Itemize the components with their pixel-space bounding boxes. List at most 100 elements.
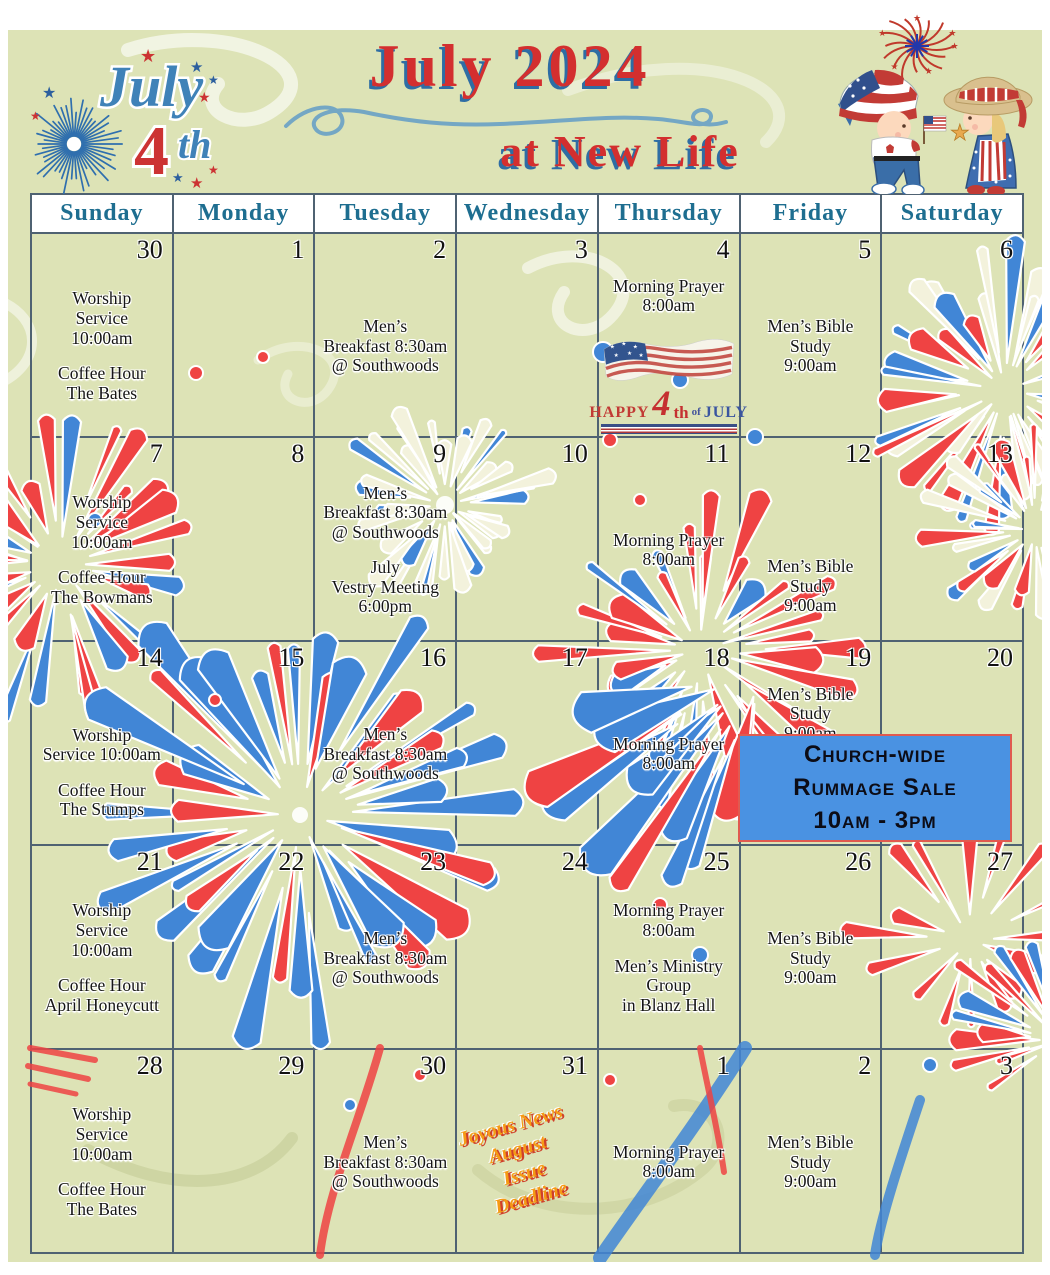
event-text: Coffee Hour The Stumps: [58, 779, 146, 820]
cell-events: [882, 469, 1022, 640]
svg-text:★: ★: [638, 352, 643, 359]
cell-events: Men’s Bible Study 9:00am: [741, 877, 881, 1048]
svg-text:★: ★: [632, 343, 637, 350]
cell-events: Morning Prayer 8:00am: [599, 673, 739, 844]
day-header-monday: Monday: [172, 194, 315, 233]
event-text: Men’s Breakfast 8:30am @ Southwoods: [323, 927, 448, 988]
cell-events: Morning Prayer 8:00am Men’s Ministry Group i…: [599, 877, 739, 1048]
rummage-sale-banner: Church-wide Rummage Sale 10am - 3pm: [738, 734, 1012, 842]
cell-day-24: 24: [456, 845, 598, 1049]
event-text: Men’s Breakfast 8:30am @ Southwoods: [323, 482, 448, 542]
cell-events: Worship Service 10:00am Coffee Hour The Bowm…: [32, 469, 172, 640]
cell-events: Men’s Breakfast 8:30am @ Southwoods: [315, 673, 455, 844]
event-text: Men’s Bible Study 9:00am: [767, 315, 854, 376]
date-number: 5: [858, 235, 872, 264]
cell-day-2: 2 Men’s Breakfast 8:30am @ Southwoods: [314, 233, 457, 437]
event-text: Men’s Bible Study 9:00am: [767, 927, 854, 988]
event-text: Coffee Hour The Bates: [58, 363, 146, 403]
date-number: 17: [561, 643, 588, 672]
svg-text:★: ★: [627, 350, 632, 357]
cell-day-30: 30 Men’s Breakfast 8:30am @ Southwoods: [314, 1049, 457, 1253]
event-text: Worship Service 10:00am: [71, 288, 133, 348]
date-number: 10: [561, 439, 588, 468]
event-text: Worship Service 10:00am: [71, 1104, 133, 1164]
page-title: July 2024: [369, 33, 651, 99]
event-text: Men’s Breakfast 8:30am @ Southwoods: [323, 1131, 448, 1192]
date-number: 26: [845, 847, 872, 876]
cell-day-23: 23 Men’s Breakfast 8:30am @ Southwoods: [314, 845, 457, 1049]
cell-day-2: 2 Men’s Bible Study 9:00am: [739, 1049, 882, 1253]
cell-events: Men’s Bible Study 9:00am: [741, 265, 881, 436]
cell-events: Worship Service 10:00am Coffee Hour The Bate…: [32, 1081, 172, 1252]
date-number: 1: [291, 235, 305, 264]
date-number: 8: [291, 439, 305, 468]
event-text: Worship Service 10:00am: [42, 724, 161, 765]
cell-events: Men’s Breakfast 8:30am @ Southwoods: [315, 1081, 455, 1252]
svg-text:★: ★: [913, 14, 921, 24]
event-text: Men’s Bible Study 9:00am: [767, 556, 854, 616]
cell-day-1: 1: [172, 233, 315, 437]
event-text: July Vestry Meeting 6:00pm: [331, 557, 439, 617]
cell-day-27: 27: [881, 845, 1023, 1049]
happy-4th-of-july-image: ★ ★ ★ ★ ★ ★ HAPPY 4 th of JULY: [589, 336, 747, 434]
cell-day-15: 15: [172, 641, 315, 845]
cell-day-1: 1 Morning Prayer 8:00am: [597, 1049, 740, 1253]
day-header-saturday: Saturday: [881, 194, 1023, 233]
cell-events: [174, 265, 314, 436]
event-text: Men’s Ministry Group in Blanz Hall: [614, 955, 723, 1015]
cell-day-16: 16 Men’s Breakfast 8:30am @ Southwoods: [314, 641, 457, 845]
date-number: 14: [136, 643, 163, 672]
cell-events: [174, 673, 314, 844]
cell-day-31: 31 Joyous News August Issue Deadline: [456, 1049, 598, 1253]
event-text: Morning Prayer 8:00am: [613, 1141, 725, 1182]
cell-day-5: 5 Men’s Bible Study 9:00am: [739, 233, 882, 437]
cell-events: [457, 265, 597, 436]
date-number: 4: [716, 235, 730, 264]
date-number: 25: [703, 847, 730, 876]
svg-text:★: ★: [610, 343, 615, 350]
event-text: Morning Prayer 8:00am: [613, 733, 725, 774]
cell-events: [174, 1081, 314, 1252]
svg-text:★: ★: [613, 352, 618, 359]
cell-day-22: 22: [172, 845, 315, 1049]
cell-events: Men’s Breakfast 8:30am @ Southwoods July Ves…: [315, 469, 455, 640]
date-number: 20: [986, 643, 1013, 672]
flag-stripe-band: [600, 424, 737, 434]
flag-image: ★ ★ ★ ★ ★ ★: [603, 339, 734, 381]
day-header-tuesday: Tuesday: [314, 194, 457, 233]
cell-day-10: 10: [456, 437, 598, 641]
date-number: 12: [845, 439, 872, 468]
cell-events: [174, 469, 314, 640]
date-number: 21: [136, 847, 163, 876]
event-text: Coffee Hour The Bates: [58, 1179, 146, 1219]
date-number: 7: [149, 439, 163, 468]
banner-line: Rummage Sale: [793, 774, 957, 801]
banner-line: Church-wide: [803, 741, 947, 768]
date-number: 6: [999, 235, 1013, 264]
day-header-thursday: Thursday: [597, 194, 740, 233]
cell-events: Men’s Breakfast 8:30am @ Southwoods: [315, 877, 455, 1048]
date-number: 29: [278, 1051, 305, 1080]
event-text: Morning Prayer 8:00am: [613, 275, 725, 316]
cell-day-3: 3: [881, 1049, 1023, 1253]
date-number: 13: [986, 439, 1013, 468]
cell-events: [882, 265, 1022, 436]
date-number: 9: [433, 439, 447, 468]
cell-events: [457, 469, 597, 640]
date-number: 2: [433, 235, 447, 264]
cell-day-6: 6: [881, 233, 1023, 437]
banner-line: 10am - 3pm: [813, 807, 937, 834]
event-text: Men’s Bible Study 9:00am: [767, 1131, 854, 1192]
cell-day-26: 26 Men’s Bible Study 9:00am: [739, 845, 882, 1049]
cell-events: [457, 673, 597, 844]
date-number: 16: [420, 643, 447, 672]
page-subtitle: at New Life: [500, 127, 740, 176]
happy-4th-text: HAPPY 4 th of JULY: [589, 383, 749, 424]
date-number: 15: [278, 643, 305, 672]
cell-day-21: 21 Worship Service 10:00am Coffee Hour April …: [31, 845, 173, 1049]
date-number: 30: [136, 235, 163, 264]
svg-text:★: ★: [621, 341, 626, 348]
event-text: Morning Prayer 8:00am: [613, 529, 725, 570]
cell-day-12: 12 Men’s Bible Study 9:00am: [739, 437, 882, 641]
